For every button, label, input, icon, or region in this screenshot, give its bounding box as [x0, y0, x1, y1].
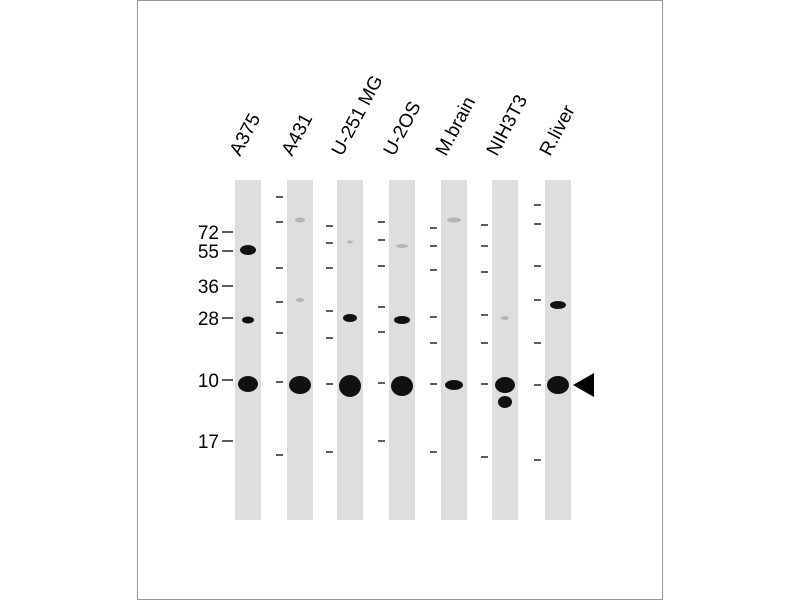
band: [498, 396, 512, 408]
marker-label: 36: [198, 277, 219, 298]
band: [242, 316, 254, 324]
band: [501, 316, 509, 320]
lane: [389, 180, 415, 520]
band: [343, 314, 357, 322]
lane: [337, 180, 363, 520]
band: [547, 376, 569, 394]
band: [296, 298, 304, 302]
lane: [492, 180, 518, 520]
marker-label: 10: [198, 371, 219, 392]
band: [445, 380, 463, 390]
band: [238, 376, 258, 392]
marker-label: 17: [198, 432, 219, 453]
band: [447, 217, 461, 223]
lane: [545, 180, 571, 520]
band: [396, 244, 408, 248]
arrowhead: [573, 373, 594, 397]
marker-label: 28: [198, 309, 219, 330]
lane: [287, 180, 313, 520]
marker-label: 55: [198, 242, 219, 263]
lanes: [222, 180, 571, 520]
band: [289, 376, 311, 394]
lane: [235, 180, 261, 520]
band: [295, 217, 305, 223]
band: [240, 245, 256, 255]
marker-label: 72: [198, 223, 219, 244]
lane: [441, 180, 467, 520]
band: [391, 376, 413, 396]
band: [339, 375, 361, 397]
band: [394, 316, 410, 324]
band: [347, 240, 353, 244]
band: [550, 301, 566, 309]
band: [495, 377, 515, 393]
